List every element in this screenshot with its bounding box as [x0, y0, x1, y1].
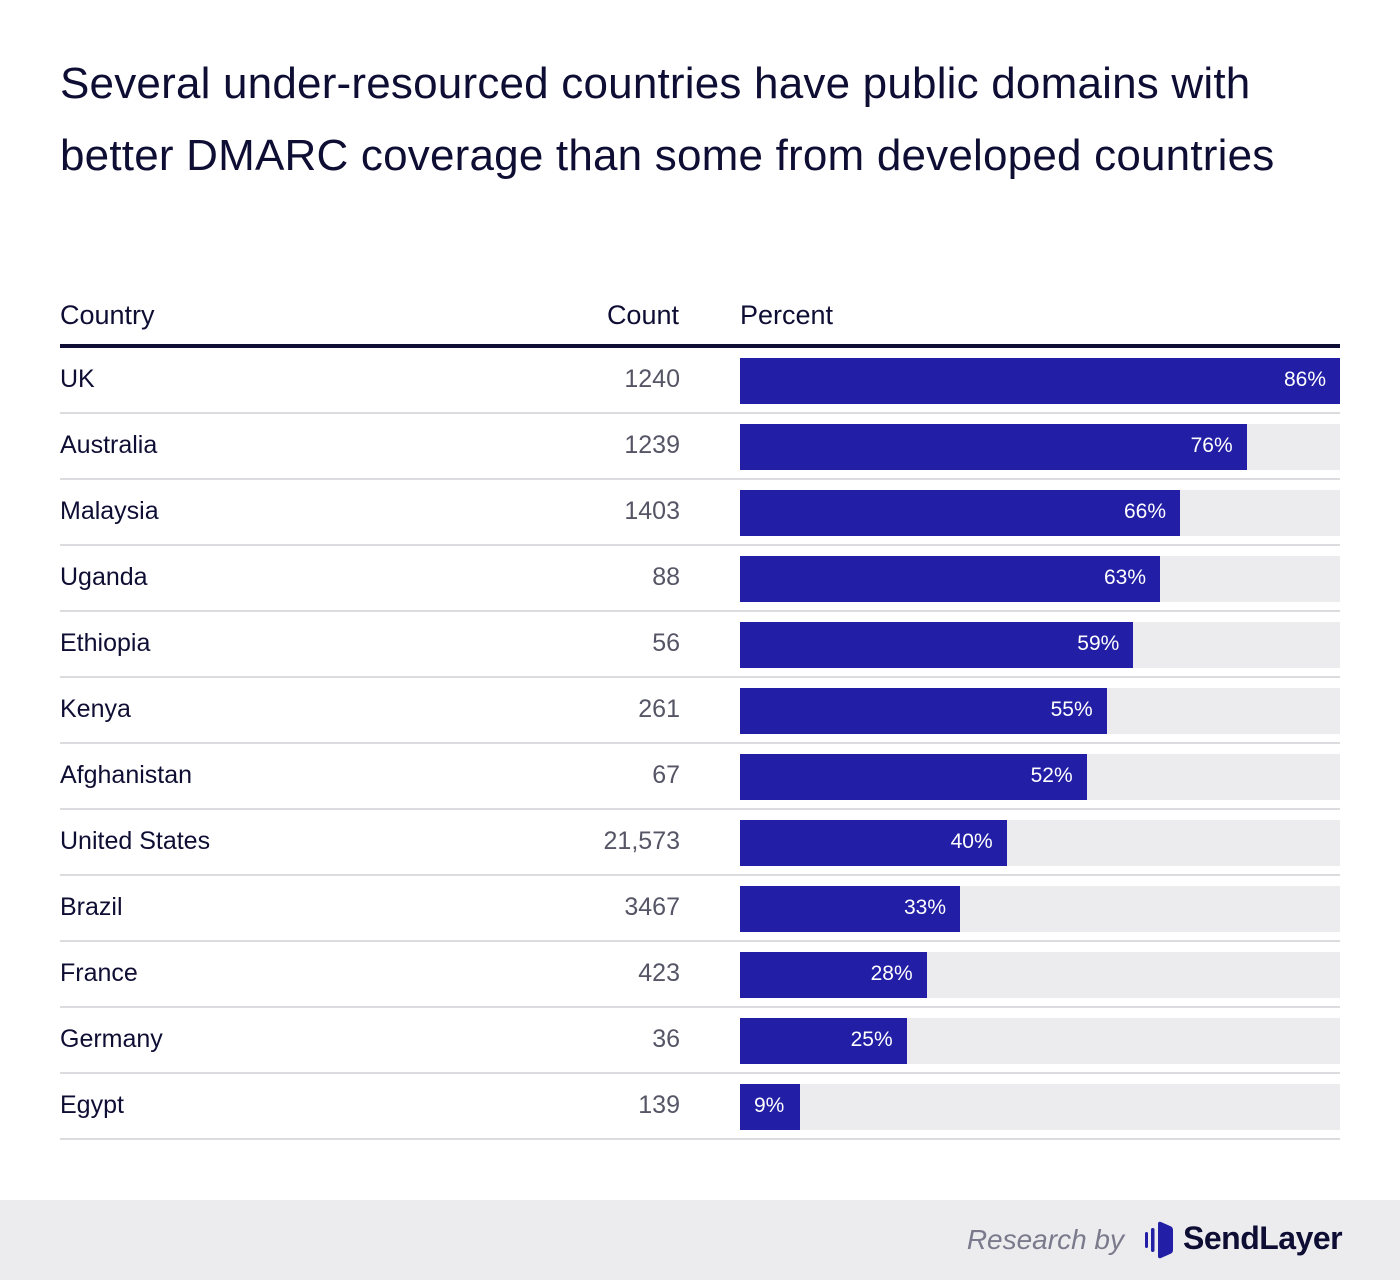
bar-track: 33%	[740, 886, 1340, 932]
bar-value-label: 59%	[1077, 632, 1120, 655]
bar: 63%	[740, 556, 1160, 602]
country-name: Uganda	[60, 563, 148, 591]
bar-value-label: 9%	[754, 1094, 785, 1117]
country-count: 67	[652, 761, 680, 789]
bar-value-label: 40%	[950, 830, 993, 853]
country-count: 56	[652, 629, 680, 657]
bar-track: 86%	[740, 358, 1340, 404]
bar-track: 66%	[740, 490, 1340, 536]
bar: 76%	[740, 424, 1247, 470]
bar-track: 25%	[740, 1018, 1340, 1064]
column-header-percent: Percent	[740, 300, 834, 330]
bar: 40%	[740, 820, 1007, 866]
table-row: France 423 28%	[60, 942, 1340, 1008]
bar: 25%	[740, 1018, 907, 1064]
country-count: 36	[652, 1025, 680, 1053]
table-row: Uganda 88 63%	[60, 546, 1340, 612]
bar: 28%	[740, 952, 927, 998]
table-row: Ethiopia 56 59%	[60, 612, 1340, 678]
bar-value-label: 76%	[1190, 434, 1233, 457]
country-name: Malaysia	[60, 497, 159, 525]
chart-title: Several under-resourced countries have p…	[60, 59, 1275, 180]
country-count: 3467	[624, 893, 680, 921]
bar: 59%	[740, 622, 1134, 668]
country-name: Germany	[60, 1025, 163, 1053]
table-row: Egypt 139 9%	[60, 1074, 1340, 1140]
bar: 86%	[740, 358, 1340, 404]
brand-name: SendLayer	[1183, 1220, 1343, 1256]
bar-value-label: 63%	[1103, 566, 1146, 589]
bar: 55%	[740, 688, 1107, 734]
country-name: Brazil	[60, 893, 123, 921]
country-name: Australia	[60, 431, 158, 459]
research-by-label: Research by	[966, 1224, 1124, 1255]
bar-track: 59%	[740, 622, 1340, 668]
bar: 33%	[740, 886, 960, 932]
column-header-count: Count	[606, 300, 679, 330]
country-name: United States	[60, 827, 211, 855]
country-count: 88	[652, 563, 680, 591]
bar-value-label: 25%	[850, 1028, 893, 1051]
table-row: Kenya 261 55%	[60, 678, 1340, 744]
country-name: Afghanistan	[60, 761, 193, 789]
header-divider	[60, 344, 1340, 348]
bar: 9%	[740, 1084, 800, 1130]
bar-value-label: 52%	[1030, 764, 1073, 787]
sendlayer-logo-icon	[1145, 1221, 1173, 1259]
bar-track: 63%	[740, 556, 1340, 602]
bar-track: 40%	[740, 820, 1340, 866]
bar-value-label: 55%	[1050, 698, 1093, 721]
table-row: Australia 1239 76%	[60, 414, 1340, 480]
country-count: 423	[638, 959, 680, 987]
bar-value-label: 33%	[903, 896, 946, 919]
country-name: France	[60, 959, 138, 987]
table-row: United States 21,573 40%	[60, 810, 1340, 876]
country-count: 1239	[624, 431, 680, 459]
table-row: Brazil 3467 33%	[60, 876, 1340, 942]
bar-track: 55%	[740, 688, 1340, 734]
bar-track: 52%	[740, 754, 1340, 800]
column-header-country: Country	[60, 300, 155, 330]
table-row: Afghanistan 67 52%	[60, 744, 1340, 810]
bar-track: 9%	[740, 1084, 1340, 1130]
bar-track: 28%	[740, 952, 1340, 998]
country-count: 21,573	[603, 827, 680, 855]
country-name: Egypt	[60, 1091, 124, 1119]
table-row: UK 1240 86%	[60, 348, 1340, 414]
bar: 66%	[740, 490, 1180, 536]
country-count: 1240	[624, 365, 680, 393]
bar-track: 76%	[740, 424, 1340, 470]
bar-value-label: 28%	[870, 962, 913, 985]
table-row: Germany 36 25%	[60, 1008, 1340, 1074]
footer: Research by SendLayer	[0, 1200, 1400, 1280]
country-name: UK	[60, 365, 95, 393]
country-count: 261	[638, 695, 680, 723]
country-count: 1403	[624, 497, 680, 525]
table-row: Malaysia 1403 66%	[60, 480, 1340, 546]
country-name: Ethiopia	[60, 629, 151, 657]
country-count: 139	[638, 1091, 680, 1119]
bar-value-label: 66%	[1123, 500, 1166, 523]
country-name: Kenya	[60, 695, 131, 723]
bar-value-label: 86%	[1283, 368, 1326, 391]
bar: 52%	[740, 754, 1087, 800]
